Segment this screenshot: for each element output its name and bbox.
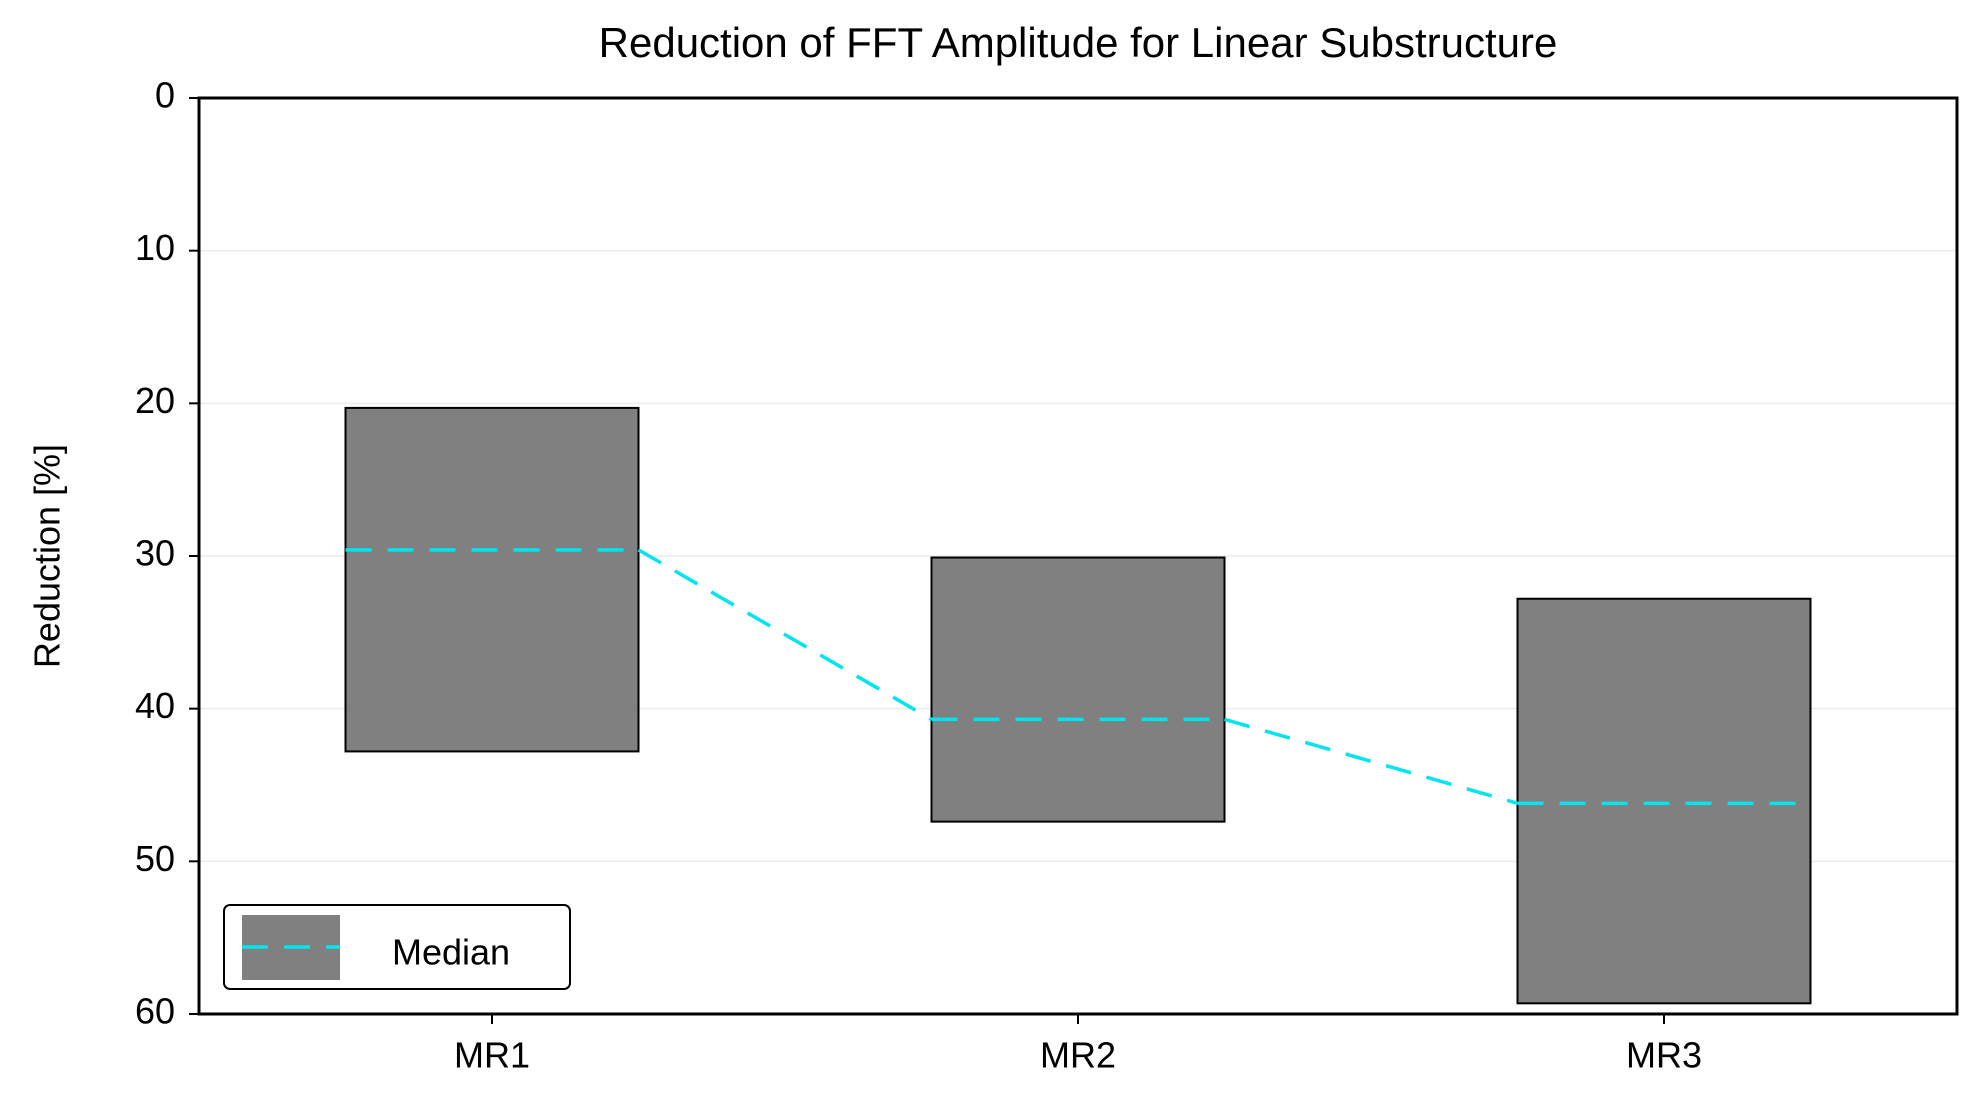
y-tick-label: 40: [135, 685, 175, 726]
plot-frame: [197, 96, 1959, 1016]
y-tick-label: 60: [135, 991, 175, 1032]
x-tick-label: MR2: [1040, 1035, 1116, 1076]
y-axis-label: Reduction [%]: [27, 444, 68, 668]
legend-label: Median: [392, 932, 510, 973]
median-connector: [637, 548, 933, 721]
median-connector: [1224, 717, 1518, 806]
y-tick-label: 20: [135, 380, 175, 421]
y-tick-label: 0: [155, 75, 175, 116]
y-tick-label: 50: [135, 838, 175, 879]
y-tick-label: 30: [135, 533, 175, 574]
range-box: [344, 406, 640, 753]
x-tick-label: MR1: [454, 1035, 530, 1076]
x-tick-label: MR3: [1626, 1035, 1702, 1076]
chart-title: Reduction of FFT Amplitude for Linear Su…: [599, 19, 1558, 66]
range-box: [1516, 597, 1812, 1005]
y-tick-label: 10: [135, 227, 175, 268]
range-box: [930, 556, 1226, 823]
